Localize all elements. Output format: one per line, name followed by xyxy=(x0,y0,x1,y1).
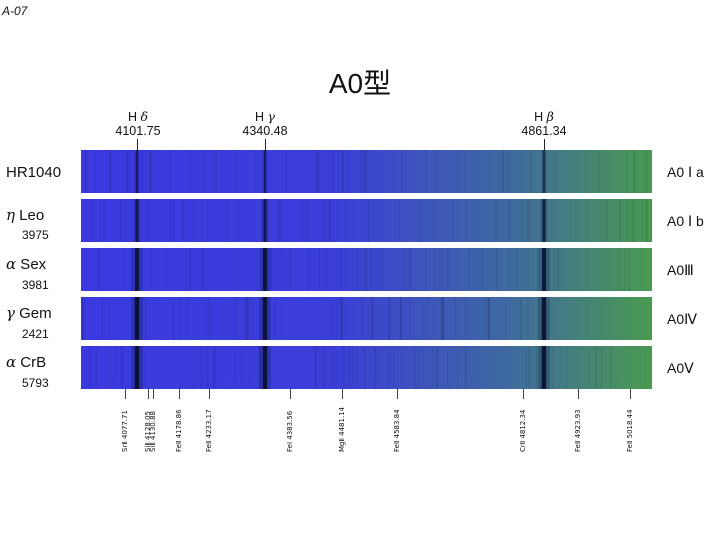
star-number-alpha-sex: 3981 xyxy=(22,278,49,292)
star-name-alpha-sex: α Sex xyxy=(6,255,47,273)
h-beta-tick xyxy=(544,139,545,151)
metal-line-tick xyxy=(397,389,398,399)
spectrum-strip-alpha-crb xyxy=(81,346,652,389)
metal-line-tick xyxy=(153,389,154,399)
metal-line-tick xyxy=(342,389,343,399)
spectrum-strip-alpha-sex xyxy=(81,248,652,291)
h-gamma-tick xyxy=(265,139,266,151)
spectral-type-gamma-gem: A0Ⅳ xyxy=(667,311,698,327)
metal-line-label: SrⅡ 4077.71 xyxy=(121,410,129,452)
star-name-hr1040: HR1040 xyxy=(6,164,62,181)
slide-id: A-07 xyxy=(2,4,28,18)
h-gamma-label: H γ 4340.48 xyxy=(242,109,288,139)
star-name-alpha-crb: α CrB xyxy=(6,353,47,371)
star-number-eta-leo: 3975 xyxy=(22,228,49,242)
spectral-type-hr1040: A0 Ⅰ a xyxy=(667,164,704,180)
metal-line-label: FeⅡ 4233.17 xyxy=(205,409,213,452)
metal-line-tick xyxy=(148,389,149,399)
metal-line-label: MgⅡ 4481.14 xyxy=(338,406,346,452)
metal-line-tick xyxy=(209,389,210,399)
star-name-gamma-gem: γ Gem xyxy=(6,304,52,322)
spectral-type-alpha-sex: A0Ⅲ xyxy=(667,262,694,278)
metal-line-tick xyxy=(290,389,291,399)
spectrum-strip-hr1040 xyxy=(81,150,652,193)
metal-line-tick xyxy=(179,389,180,399)
metal-line-tick xyxy=(125,389,126,399)
spectrum-strip-eta-leo xyxy=(81,199,652,242)
h-delta-tick xyxy=(137,139,138,151)
metal-line-label: SiⅡ 4130.88 xyxy=(149,410,157,452)
metal-line-label: FeⅡ 4178.86 xyxy=(175,409,183,452)
metal-line-tick xyxy=(523,389,524,399)
spectral-type-eta-leo: A0 Ⅰ b xyxy=(667,213,704,229)
star-number-alpha-crb: 5793 xyxy=(22,376,49,390)
h-beta-label: H β 4861.34 xyxy=(521,109,567,139)
spectral-type-alpha-crb: A0Ⅴ xyxy=(667,360,694,376)
metal-line-label: FeⅡ 4583.84 xyxy=(393,409,401,452)
metal-line-tick xyxy=(578,389,579,399)
metal-line-label: FeⅡ 4923.93 xyxy=(574,409,582,452)
page-title: A0型 xyxy=(328,68,392,99)
h-delta-label: H δ 4101.75 xyxy=(115,109,161,139)
metal-line-label: FeⅡ 5018.44 xyxy=(626,409,634,452)
star-name-eta-leo: η Leo xyxy=(6,206,45,224)
star-number-gamma-gem: 2421 xyxy=(22,327,49,341)
metal-line-label: CrⅡ 4812.34 xyxy=(519,409,527,452)
metal-line-tick xyxy=(630,389,631,399)
spectrum-strip-gamma-gem xyxy=(81,297,652,340)
metal-line-label: FeⅠ 4383.56 xyxy=(286,410,294,452)
